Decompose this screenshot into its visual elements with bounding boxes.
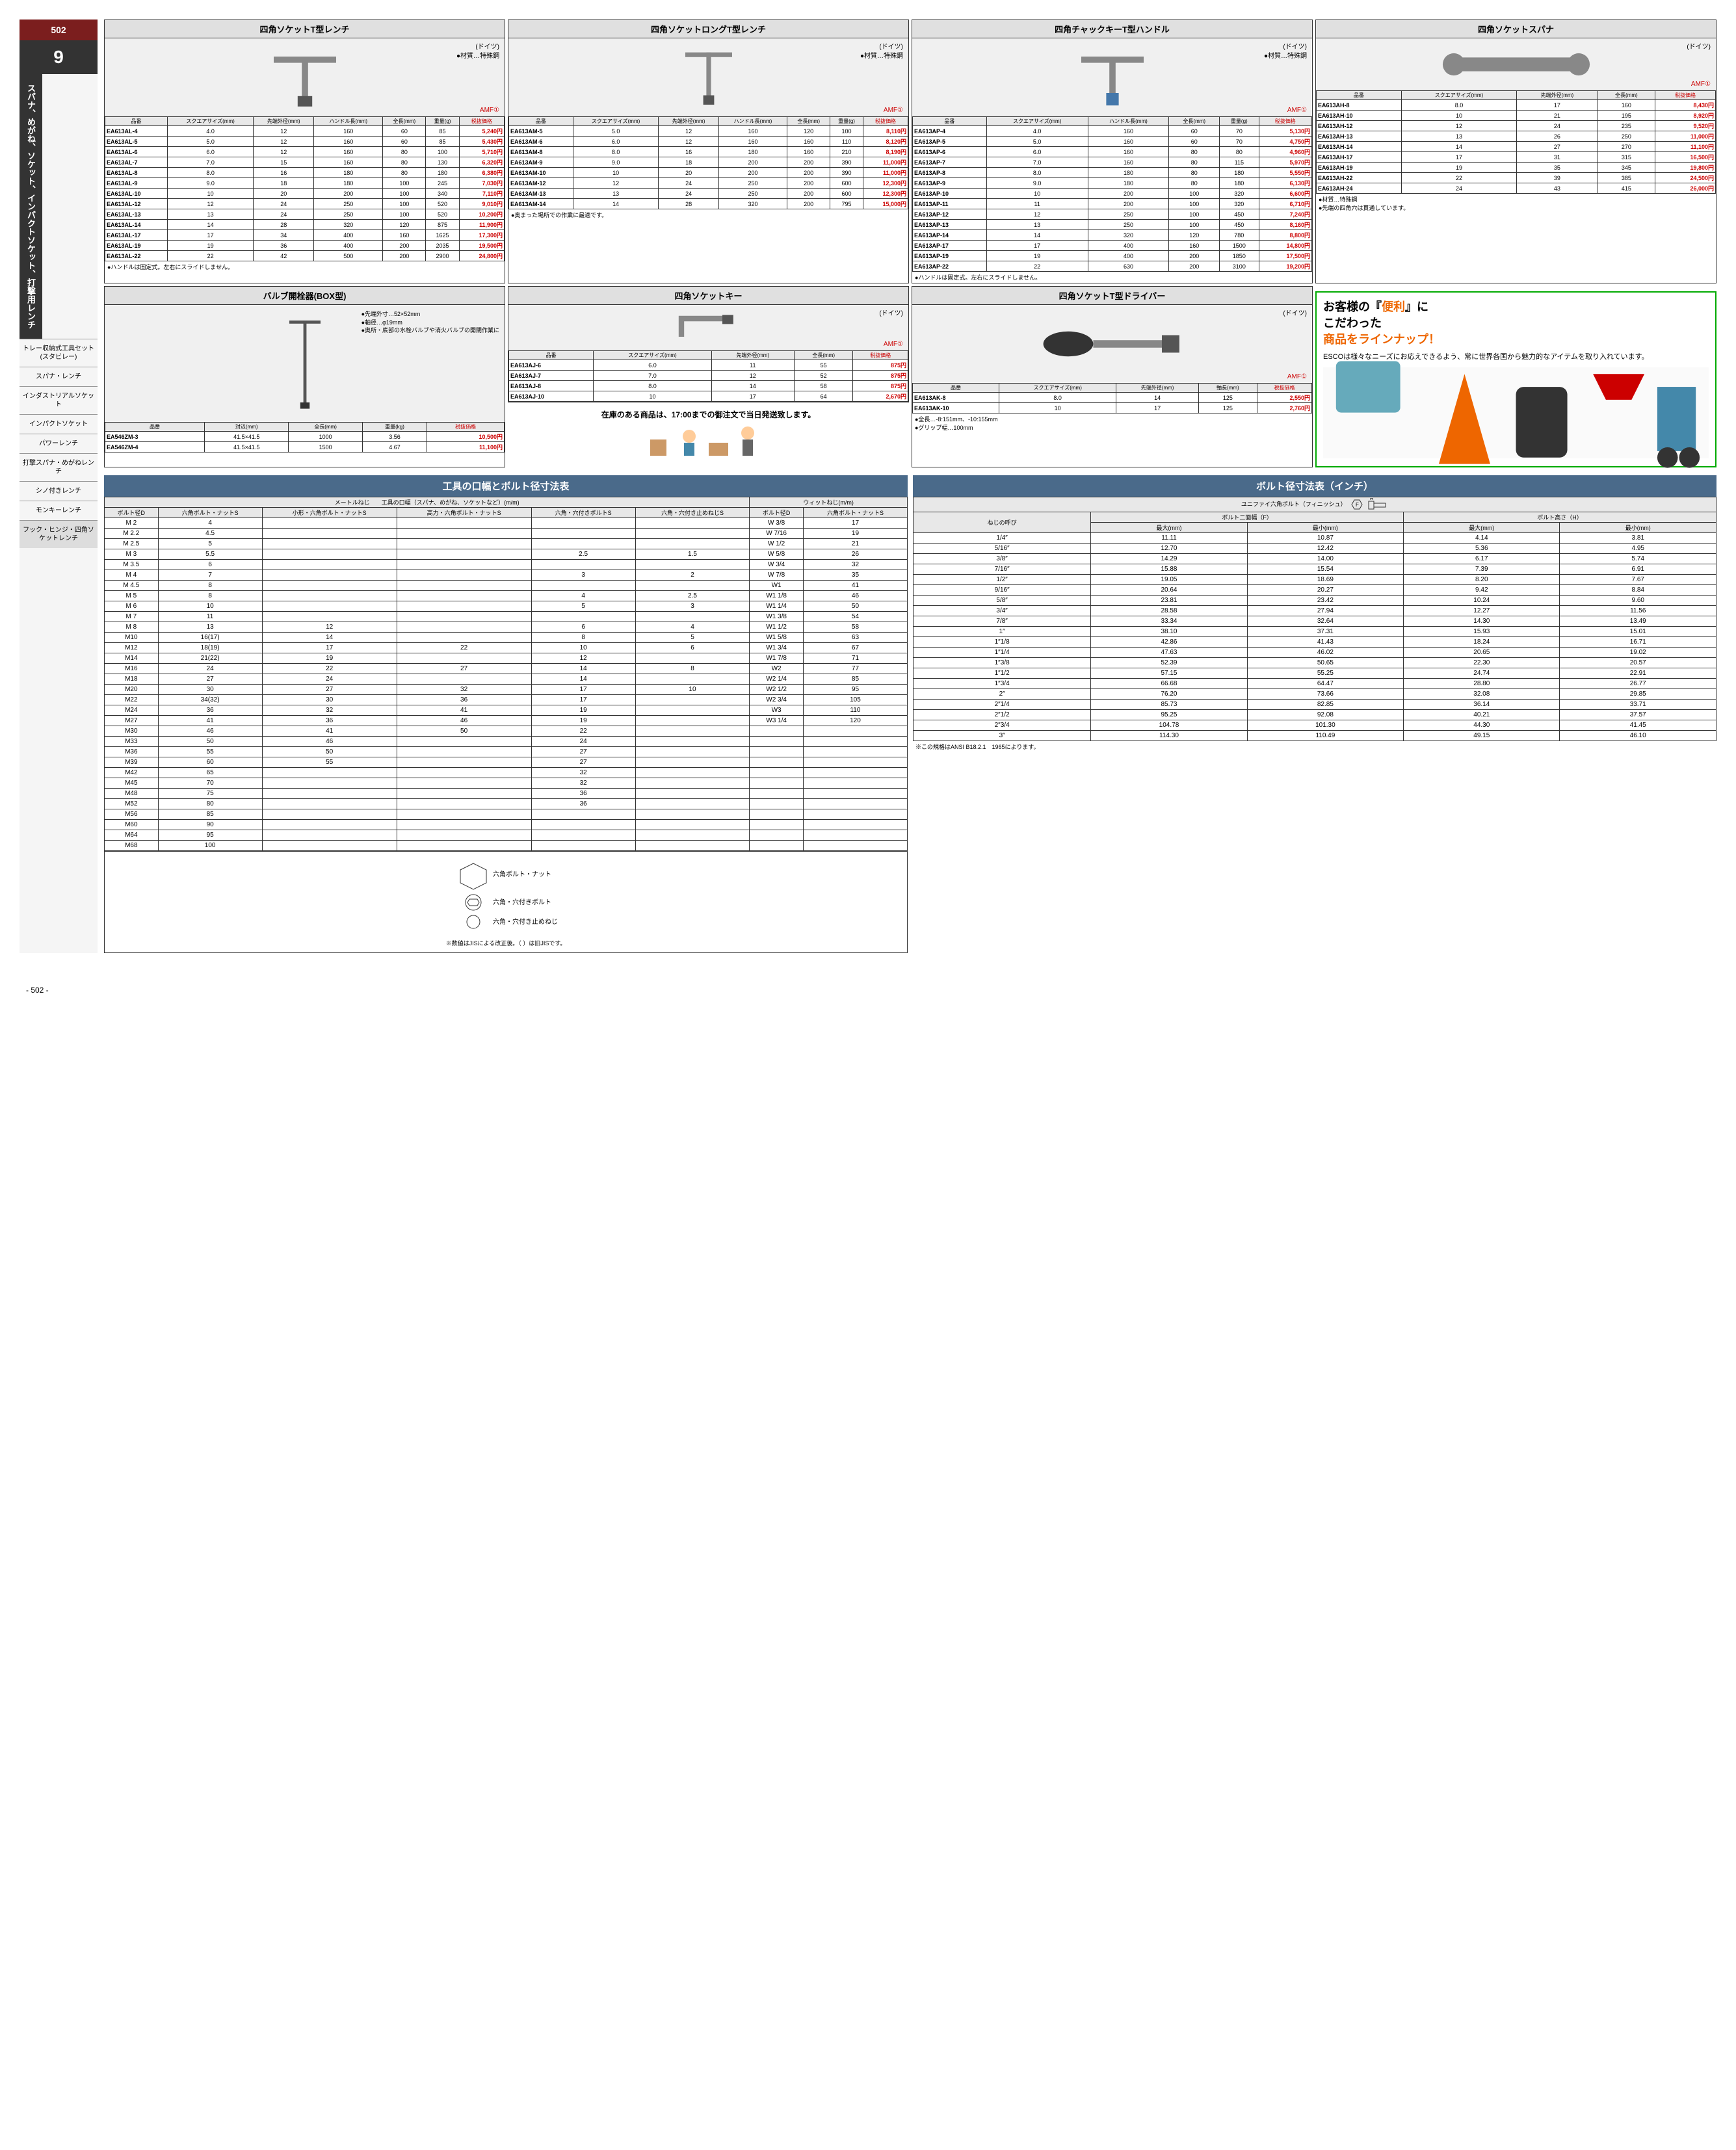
chart-table: ユニファイ六角ボルト（フィニッシュ） FHねじの呼びボルト二面幅（F）ボルト高さ… (913, 497, 1716, 741)
product-note: ●材質…特殊鋼 ●先端の四角穴は貫通しています。 (1316, 194, 1716, 213)
shipping-illustration-icon (644, 420, 774, 459)
long-t-wrench-icon (670, 46, 748, 109)
sidebar-item[interactable]: スパナ・レンチ (20, 367, 98, 386)
product-image: (ドイツ) AMF① (912, 305, 1312, 383)
chuck-key-icon (1060, 46, 1164, 109)
promo-box: お客様の『便利』に こだわった 商品をラインナップ！ ESCOは様々なニーズにお… (1315, 291, 1716, 467)
svg-text:六角・穴付き止めねじ: 六角・穴付き止めねじ (493, 917, 558, 926)
sidebar-item[interactable]: トレー収納式工具セット(スタビレー) (20, 339, 98, 367)
chart-title: 工具の口幅とボルト径寸法表 (104, 475, 908, 497)
product-image: (ドイツ) ●材質…特殊鋼 AMF① (912, 38, 1312, 116)
chart-bolt-inch: ボルト径寸法表（インチ） ユニファイ六角ボルト（フィニッシュ） FHねじの呼びボ… (913, 475, 1716, 953)
product-title: 四角ソケットT型ドライバー (912, 287, 1312, 305)
product-table: 品番スクエアサイズ(mm)先端外径(mm)ハンドル長(mm)全長(mm)重量(g… (105, 116, 505, 261)
product-image: (ドイツ) AMF① (1316, 38, 1716, 90)
product-title: バルブ開栓器(BOX型) (105, 287, 505, 305)
sidebar-item[interactable]: 打撃スパナ・めがねレンチ (20, 453, 98, 481)
product-image: (ドイツ) AMF① (508, 305, 908, 350)
sidebar-item[interactable]: インパクトソケット (20, 414, 98, 434)
svg-text:六角ボルト・ナット: 六角ボルト・ナット (493, 871, 551, 878)
svg-text:六角・穴付きボルト: 六角・穴付きボルト (493, 898, 551, 906)
product-title: 四角チャックキーT型ハンドル (912, 20, 1312, 38)
product-note: ●ハンドルは固定式。左右にスライドしません。 (105, 261, 505, 272)
chart-note: ※この規格はANSI B18.2.1 1965によります。 (913, 741, 1716, 752)
product-chuck-key: 四角チャックキーT型ハンドル (ドイツ) ●材質…特殊鋼 AMF① 品番スクエア… (912, 20, 1313, 283)
sidebar-item[interactable]: シノ付きレンチ (20, 481, 98, 501)
product-socket-spanner: 四角ソケットスパナ (ドイツ) AMF① 品番スクエアサイズ(mm)先端外径(m… (1315, 20, 1716, 283)
sidebar-item[interactable]: モンキーレンチ (20, 501, 98, 520)
product-table: 品番対辺(mm)全長(mm)重量(kg)税抜価格EA546ZM-341.5×41… (105, 422, 505, 452)
product-image: (ドイツ) ●材質…特殊鋼 AMF① (508, 38, 908, 116)
product-table: 品番スクエアサイズ(mm)先端外径(mm)全長(mm)税抜価格EA613AH-8… (1316, 90, 1716, 194)
product-valve-opener: バルブ開栓器(BOX型) ●先端外寸…52×52mm●軸径…φ19mm●奥所・底… (104, 286, 505, 467)
product-note: ●全長…-8:151mm、-10:155mm ●グリップ幅…100mm (912, 413, 1312, 433)
valve-tool-icon (282, 317, 328, 410)
bolt-diagram: 六角ボルト・ナット 六角・穴付きボルト 六角・穴付き止めねじ ※数値はJISによ… (104, 851, 908, 953)
section-number: 9 (20, 40, 98, 74)
page-number-top: 502 (20, 20, 98, 40)
product-table: 品番スクエアサイズ(mm)先端外径(mm)軸長(mm)税抜価格EA613AK-8… (912, 383, 1312, 413)
main-content: 四角ソケットT型レンチ (ドイツ) ●材質…特殊鋼 AMF① 品番スクエアサイズ… (98, 20, 1716, 953)
product-t-driver: 四角ソケットT型ドライバー (ドイツ) AMF① 品番スクエアサイズ(mm)先端… (912, 286, 1313, 467)
product-image: (ドイツ) ●材質…特殊鋼 AMF① (105, 38, 505, 116)
sidebar-item[interactable]: フック・ヒンジ・四角ソケットレンチ (20, 520, 98, 548)
product-t-wrench: 四角ソケットT型レンチ (ドイツ) ●材質…特殊鋼 AMF① 品番スクエアサイズ… (104, 20, 505, 283)
product-notes: ●先端外寸…52×52mm●軸径…φ19mm●奥所・底部の水栓バルブや消火バルブ… (362, 310, 499, 335)
sidebar-item[interactable]: インダストリアルソケット (20, 386, 98, 414)
product-table: 品番スクエアサイズ(mm)ハンドル長(mm)全長(mm)重量(g)税抜価格EA6… (912, 116, 1312, 272)
t-wrench-icon (253, 46, 357, 109)
t-driver-icon (1037, 313, 1187, 375)
product-title: 四角ソケットキー (508, 287, 908, 305)
product-title: 四角ソケットT型レンチ (105, 20, 505, 38)
chart-table: メートルねじ 工具の口幅（スパナ、めがね、ソケットなど）(m/m)ウィットねじ(… (104, 497, 908, 851)
product-note: ●ハンドルは固定式。左右にスライドしません。 (912, 272, 1312, 283)
spanner-icon (1433, 44, 1599, 85)
product-table: 品番スクエアサイズ(mm)先端外径(mm)ハンドル長(mm)全長(mm)重量(g… (508, 116, 908, 209)
product-table: 品番スクエアサイズ(mm)先端外径(mm)全長(mm)税抜価格EA613AJ-6… (508, 350, 908, 402)
promo-image (1323, 367, 1709, 458)
l-key-icon (672, 309, 745, 346)
sidebar: 502 9 スパナ、めがね、ソケット、インパクトソケット、打撃用レンチ トレー収… (20, 20, 98, 953)
chart-title: ボルト径寸法表（インチ） (913, 475, 1716, 497)
shipping-notice: 在庫のある商品は、17:00までの御注文で当日発送致します。 (508, 402, 909, 467)
section-title: スパナ、めがね、ソケット、インパクトソケット、打撃用レンチ (20, 74, 42, 339)
sidebar-item[interactable]: パワーレンチ (20, 434, 98, 453)
product-note: ●奥まった場所での作業に最適です。 (508, 209, 908, 220)
product-image: ●先端外寸…52×52mm●軸径…φ19mm●奥所・底部の水栓バルブや消火バルブ… (105, 305, 505, 422)
chart-tool-width: 工具の口幅とボルト径寸法表 メートルねじ 工具の口幅（スパナ、めがね、ソケットな… (104, 475, 908, 953)
product-socket-key: 四角ソケットキー (ドイツ) AMF① 品番スクエアサイズ(mm)先端外径(mm… (508, 286, 909, 402)
page-footer: - 502 - (0, 973, 1736, 1008)
product-title: 四角ソケットロングT型レンチ (508, 20, 908, 38)
svg-text:H: H (1370, 498, 1373, 501)
products-collage-icon (1323, 335, 1709, 490)
svg-text:F: F (1356, 502, 1359, 508)
product-title: 四角ソケットスパナ (1316, 20, 1716, 38)
product-long-t-wrench: 四角ソケットロングT型レンチ (ドイツ) ●材質…特殊鋼 AMF① 品番スクエア… (508, 20, 909, 283)
